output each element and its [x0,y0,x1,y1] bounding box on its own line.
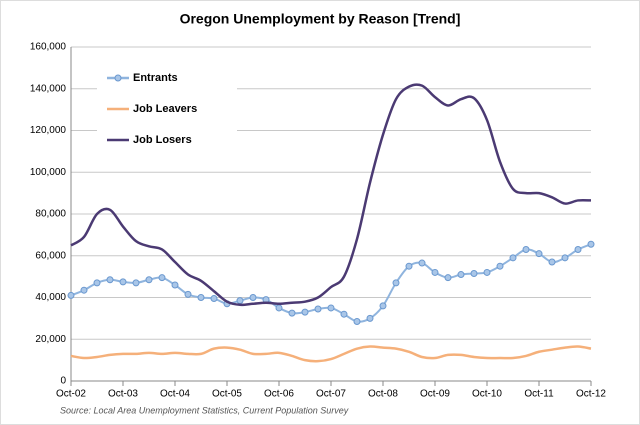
series-marker [522,245,530,253]
series-marker [392,279,400,287]
y-tick-label: 100,000 [30,167,67,178]
legend-label: Job Losers [133,134,192,146]
x-tick-label: Oct-11 [524,389,554,400]
series-marker [509,254,517,262]
series-line [70,83,592,307]
series-marker [418,259,426,267]
series-marker [535,250,543,258]
series-marker [93,279,101,287]
y-tick-label: 40,000 [35,292,66,303]
series-marker [431,268,439,276]
source-note: Source: Local Area Unemployment Statisti… [60,405,349,415]
x-tick-label: Oct-08 [368,389,398,400]
y-tick-label: 160,000 [30,42,67,53]
series-marker [197,294,205,301]
x-tick-label: Oct-02 [56,389,86,400]
series-marker [457,271,465,279]
series-marker [145,276,153,284]
x-tick-label: Oct-10 [472,389,502,400]
series-marker [561,254,569,262]
legend-marker [114,74,122,82]
legend-label: Entrants [133,72,178,84]
series-marker [496,262,504,270]
series-marker [106,276,114,284]
series-marker [236,297,244,305]
series-marker [184,290,192,298]
x-tick-label: Oct-06 [264,389,294,400]
series-marker [483,268,491,276]
series-marker [80,286,88,294]
y-tick-label: 80,000 [35,209,66,220]
series-marker [574,245,582,253]
y-tick-label: 20,000 [35,334,66,345]
x-tick-label: Oct-09 [420,389,450,400]
series-line [70,345,592,363]
series-marker [366,314,374,322]
x-tick-label: Oct-07 [316,389,346,400]
series-marker [301,308,309,316]
x-tick-label: Oct-03 [108,389,138,400]
series-marker [288,309,296,317]
x-tick-label: Oct-12 [576,389,606,400]
series-marker [119,278,127,286]
y-tick-label: 140,000 [30,83,67,94]
series-marker [405,262,413,270]
y-tick-label: 60,000 [35,250,66,261]
series-marker [340,310,348,318]
y-tick-label: 120,000 [30,125,67,136]
series-marker [327,304,335,312]
series-marker [470,269,478,277]
chart-title: Oregon Unemployment by Reason [Trend] [180,11,461,27]
x-tick-label: Oct-04 [160,389,190,400]
y-tick-label: 0 [60,376,66,387]
series-marker [249,294,257,301]
series-marker [379,302,387,310]
series-marker [275,304,283,312]
x-tick-label: Oct-05 [212,389,242,400]
series-marker [587,240,595,248]
series-marker [158,274,166,282]
legend-label: Job Leavers [133,103,197,115]
series-marker [210,295,218,303]
series-marker [314,305,322,313]
series-marker [171,281,179,289]
series-marker [444,274,452,282]
series-marker [67,291,75,299]
series-marker [548,258,556,266]
series-marker [353,318,361,326]
series-marker [132,279,140,287]
